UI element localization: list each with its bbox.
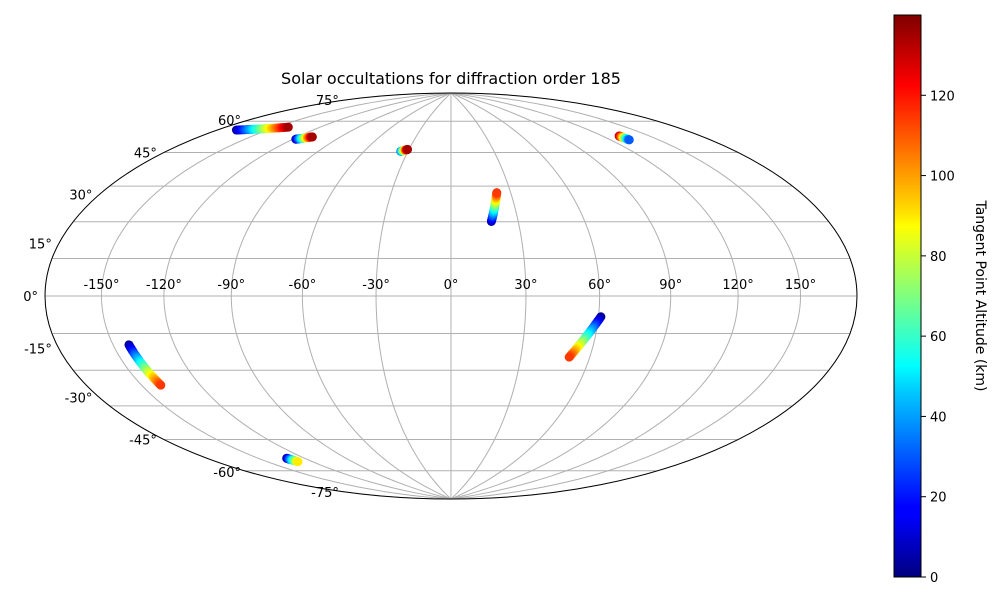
occultation-point	[293, 457, 303, 467]
lon-tick-label: -30°	[362, 278, 390, 293]
lat-tick-label: -15°	[24, 343, 52, 358]
colorbar-tick-label: 120	[930, 89, 955, 104]
colorbar	[893, 14, 922, 578]
lat-tick-label: 45°	[134, 146, 157, 161]
lat-tick-label: -60°	[213, 466, 241, 481]
lat-tick-label: 15°	[29, 237, 52, 252]
occultation-point	[403, 144, 413, 154]
colorbar-tick-label: 60	[930, 330, 947, 345]
colorbar-tick-label: 40	[930, 410, 947, 425]
lat-tick-label: 75°	[316, 94, 339, 109]
chart-title: Solar occultations for diffraction order…	[281, 69, 621, 88]
lon-tick-label: -90°	[217, 278, 245, 293]
map-boundary	[44, 92, 858, 500]
lat-tick-label: 60°	[218, 114, 241, 129]
colorbar-tick-label: 20	[930, 491, 947, 506]
lon-tick-label: 150°	[785, 278, 816, 293]
lat-tick-label: 0°	[23, 290, 38, 305]
lon-tick-label: 120°	[722, 278, 753, 293]
colorbar-label: Tangent Point Altitude (km)	[972, 199, 988, 391]
occultation-point	[492, 188, 502, 198]
occultation-point	[624, 135, 634, 145]
lon-tick-label: -60°	[289, 278, 317, 293]
colorbar-tick-label: 80	[930, 250, 947, 265]
lon-tick-label: -120°	[146, 278, 182, 293]
colorbar-tick-label: 100	[930, 170, 955, 185]
occultation-point	[307, 132, 317, 142]
lon-tick-label: 90°	[659, 278, 682, 293]
occultation-point	[283, 122, 293, 132]
lon-tick-label: -150°	[83, 278, 119, 293]
lat-tick-label: -75°	[311, 486, 339, 501]
colorbar-ticks: 0 20 40 60 80 100 120	[921, 89, 955, 586]
lat-tick-label: -30°	[65, 392, 93, 407]
occultation-point	[156, 380, 166, 390]
data-points	[124, 122, 634, 467]
lon-tick-label: 60°	[588, 278, 611, 293]
occultation-point	[564, 352, 574, 362]
lon-tick-label: 0°	[444, 278, 459, 293]
longitude-tick-labels: -150° -120° -90° -60° -30° 0° 30° 60° 90° 120° 150…	[83, 278, 816, 293]
colorbar-tick-label: 0	[930, 571, 938, 586]
lat-tick-label: 30°	[69, 189, 92, 204]
latitude-tick-labels: -75° -60° -45° -30° -15° 0° 15° 30° 45° 60° 75°	[23, 94, 339, 501]
lon-tick-label: 30°	[514, 278, 537, 293]
lat-tick-label: -45°	[129, 434, 157, 449]
